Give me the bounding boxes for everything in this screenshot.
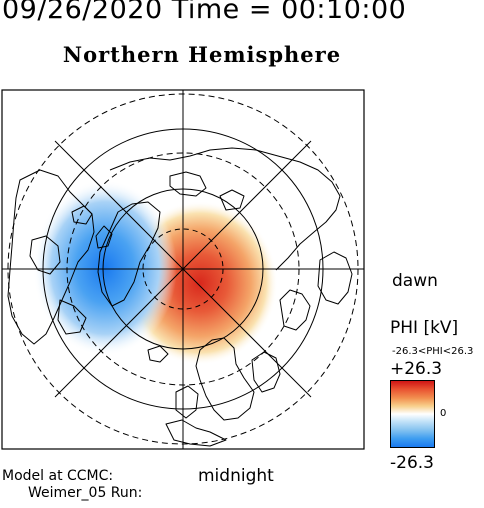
- run-label: Weimer_05 Run:: [28, 485, 143, 501]
- legend-max-label: +26.3: [390, 359, 443, 379]
- negative-potential-cell: [33, 180, 177, 356]
- map-title: Northern Hemisphere: [62, 42, 342, 67]
- legend-title: PHI [kV]: [390, 318, 459, 338]
- legend-min-label: -26.3: [390, 453, 434, 473]
- colorbar: [390, 380, 435, 448]
- coastlines: [7, 147, 353, 447]
- datetime-header: 09/26/2020 Time = 00:10:00: [2, 0, 407, 25]
- legend-range: -26.3<PHI<26.3: [392, 346, 474, 357]
- meridian-diagonal-2: [54, 140, 312, 398]
- legend-zero-label: 0: [440, 408, 447, 419]
- map-frame: [1, 89, 365, 450]
- model-label: Model at CCMC:: [2, 468, 114, 484]
- dawn-label: dawn: [392, 271, 438, 291]
- midnight-label: midnight: [198, 466, 274, 486]
